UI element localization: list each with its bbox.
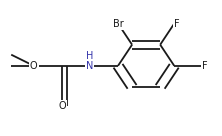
Text: Br: Br — [113, 19, 123, 29]
Text: H: H — [86, 51, 94, 61]
Text: O: O — [30, 61, 38, 71]
Text: F: F — [174, 19, 180, 29]
Text: O: O — [58, 101, 66, 111]
Text: F: F — [202, 61, 208, 71]
Text: N: N — [86, 61, 94, 71]
